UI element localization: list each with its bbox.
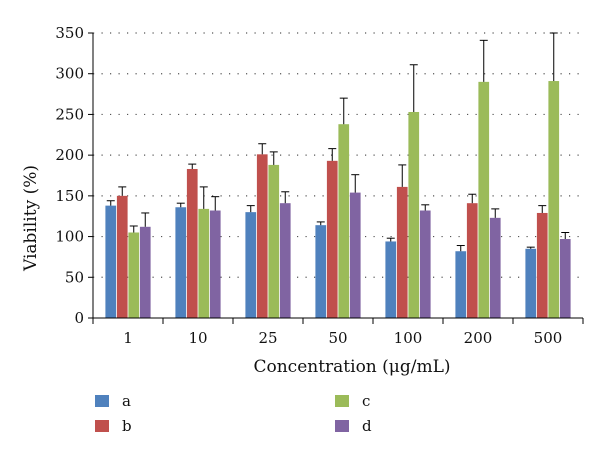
x-tick-label: 10 [188,329,207,347]
bar-a-200 [455,251,467,318]
y-tick-label: 250 [55,105,84,123]
y-axis-label: Viability (%) [21,165,41,272]
bar-d-10 [209,210,221,318]
bar-c-50 [338,124,350,318]
bar-b-200 [466,203,478,318]
legend: ab cd [95,392,372,435]
bar-a-10 [175,207,187,318]
y-tick-label: 0 [74,309,84,327]
bar-b-50 [326,160,338,318]
bar-b-10 [186,168,198,318]
bar-d-100 [419,210,431,318]
error-bars [106,32,570,252]
bar-d-25 [279,203,291,318]
y-tick-label: 150 [55,187,84,205]
legend-swatch [335,420,349,432]
bar-a-1 [105,205,117,318]
legend-swatch [95,395,109,407]
legend-label: b [122,417,132,435]
legend-label: a [122,392,131,410]
x-tick-label: 200 [464,329,493,347]
bar-b-1 [116,195,128,318]
x-tick-label: 100 [394,329,423,347]
x-tick-label: 25 [258,329,277,347]
bar-c-100 [408,111,420,318]
bars [105,81,571,319]
bar-a-500 [525,248,537,318]
bar-a-50 [315,225,327,318]
y-tick-label: 50 [65,268,84,286]
axes [88,32,584,324]
bar-c-500 [548,81,560,319]
bar-b-25 [256,154,268,318]
x-axis-label: Concentration (μg/mL) [253,357,450,377]
bar-c-1 [128,232,140,318]
y-tick-label: 200 [55,146,84,164]
y-tick-labels: 0 50 100 150 200 250 300 350 [55,24,84,327]
legend-item-c: c [335,392,370,410]
bar-d-50 [349,192,361,318]
gridlines [93,32,583,278]
x-tick-label: 1 [123,329,133,347]
x-tick-labels: 1 10 25 50 100 200 500 [123,329,562,347]
bar-c-200 [478,81,490,318]
x-tick-label: 500 [534,329,563,347]
bar-d-500 [559,239,571,318]
bar-c-10 [198,208,210,318]
bar-c-25 [268,164,280,318]
bar-b-100 [396,186,408,318]
legend-item-a: a [95,392,131,410]
bar-b-500 [536,212,548,318]
bar-a-100 [385,241,397,318]
bar-a-25 [245,212,257,318]
y-tick-label: 100 [55,228,84,246]
legend-label: c [362,392,370,410]
y-tick-label: 350 [55,24,84,42]
legend-swatch [95,420,109,432]
legend-item-b: b [95,417,132,435]
legend-item-d: d [335,417,372,435]
bar-d-200 [489,217,501,318]
y-tick-label: 300 [55,65,84,83]
bar-d-1 [139,226,151,318]
legend-swatch [335,395,349,407]
x-tick-label: 50 [328,329,347,347]
legend-label: d [362,417,372,435]
